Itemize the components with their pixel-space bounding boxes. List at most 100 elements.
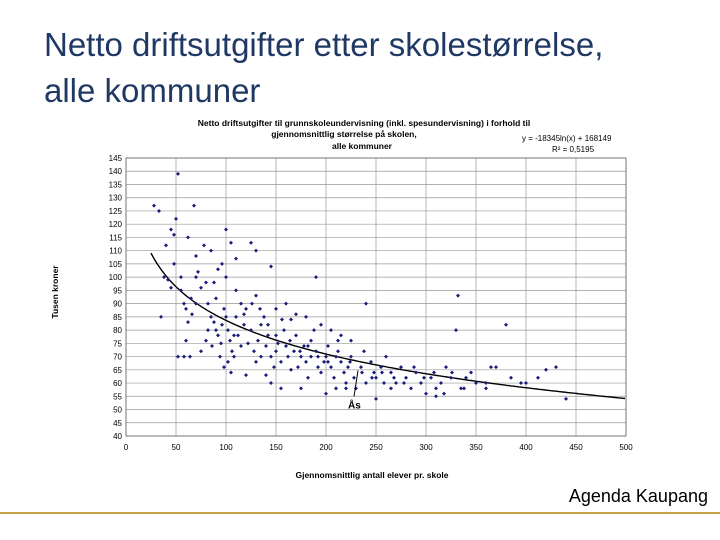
x-axis-label: Gjennomsnittlig antall elever pr. skole [295, 470, 448, 480]
data-point [166, 277, 170, 282]
data-point [172, 232, 176, 237]
data-point [222, 365, 226, 370]
data-point [214, 296, 218, 301]
data-point [352, 375, 356, 380]
data-point [204, 338, 208, 343]
data-point [224, 227, 228, 232]
data-point [194, 253, 198, 258]
data-point [456, 293, 460, 298]
x-tick-label: 400 [519, 443, 533, 452]
data-point [464, 375, 468, 380]
data-point [244, 306, 248, 311]
data-point [489, 365, 493, 370]
y-tick-label: 105 [109, 260, 123, 269]
data-point [264, 373, 268, 378]
data-point [319, 370, 323, 375]
data-point [339, 359, 343, 364]
data-point [454, 328, 458, 333]
data-point [152, 203, 156, 208]
data-point [346, 365, 350, 370]
data-point [188, 354, 192, 359]
data-point [279, 386, 283, 391]
data-point [494, 365, 498, 370]
data-point [380, 370, 384, 375]
data-point [434, 394, 438, 399]
data-point [402, 381, 406, 386]
data-point [164, 243, 168, 248]
data-point [450, 370, 454, 375]
data-point [220, 322, 224, 327]
y-tick-label: 115 [109, 233, 122, 242]
data-point [179, 275, 183, 280]
data-point [309, 338, 313, 343]
y-axis-label: Tusen kroner [50, 265, 60, 319]
data-point [266, 322, 270, 327]
data-point [302, 343, 306, 348]
data-point [484, 381, 488, 386]
x-tick-label: 500 [619, 443, 633, 452]
data-point [279, 359, 283, 364]
chart-title-line-1: Netto driftsutgifter til grunnskoleunder… [198, 118, 530, 128]
data-points [152, 171, 568, 401]
data-point [216, 267, 220, 272]
x-tick-label: 300 [419, 443, 433, 452]
data-point [250, 301, 254, 306]
y-tick-label: 80 [113, 326, 122, 335]
data-point [364, 381, 368, 386]
y-tick-label: 130 [109, 194, 123, 203]
data-point [228, 338, 232, 343]
data-point [162, 275, 166, 280]
data-point [272, 365, 276, 370]
y-tick-label: 50 [113, 406, 122, 415]
data-point [360, 370, 364, 375]
data-point [370, 375, 374, 380]
data-point [334, 386, 338, 391]
y-tick-label: 100 [109, 273, 123, 282]
data-point [189, 296, 193, 301]
data-point [186, 235, 190, 240]
data-point [349, 338, 353, 343]
grid [125, 157, 627, 437]
annotation-label: Ås [348, 398, 361, 411]
data-point [196, 269, 200, 274]
data-point [409, 386, 413, 391]
data-point [329, 328, 333, 333]
data-point [316, 354, 320, 359]
data-point [230, 349, 234, 354]
data-point [314, 349, 318, 354]
slide-title-line-1: Netto driftsutgifter etter skolestørrels… [44, 26, 604, 63]
data-point [209, 314, 213, 319]
data-point [209, 248, 213, 253]
data-point [316, 365, 320, 370]
data-point [459, 386, 463, 391]
data-point [234, 314, 238, 319]
data-point [329, 365, 333, 370]
y-tick-label: 95 [113, 286, 122, 295]
data-point [359, 365, 363, 370]
data-point [304, 314, 308, 319]
data-point [214, 328, 218, 333]
data-point [206, 301, 210, 306]
data-point [242, 312, 246, 317]
data-point [544, 367, 548, 372]
data-point [389, 370, 393, 375]
data-point [319, 322, 323, 327]
data-point [282, 328, 286, 333]
data-point [219, 341, 223, 346]
data-point [179, 288, 183, 293]
x-tick-label: 250 [369, 443, 383, 452]
data-point [169, 285, 173, 290]
data-point [157, 208, 161, 213]
data-point [249, 240, 253, 245]
data-point [379, 365, 383, 370]
data-point [306, 375, 310, 380]
y-tick-label: 75 [113, 339, 122, 348]
y-tick-label: 55 [113, 392, 122, 401]
data-point [536, 375, 540, 380]
data-point [384, 354, 388, 359]
data-point [274, 306, 278, 311]
data-point [469, 370, 473, 375]
data-point [212, 280, 216, 285]
data-point [414, 370, 418, 375]
x-tick-label: 100 [219, 443, 233, 452]
